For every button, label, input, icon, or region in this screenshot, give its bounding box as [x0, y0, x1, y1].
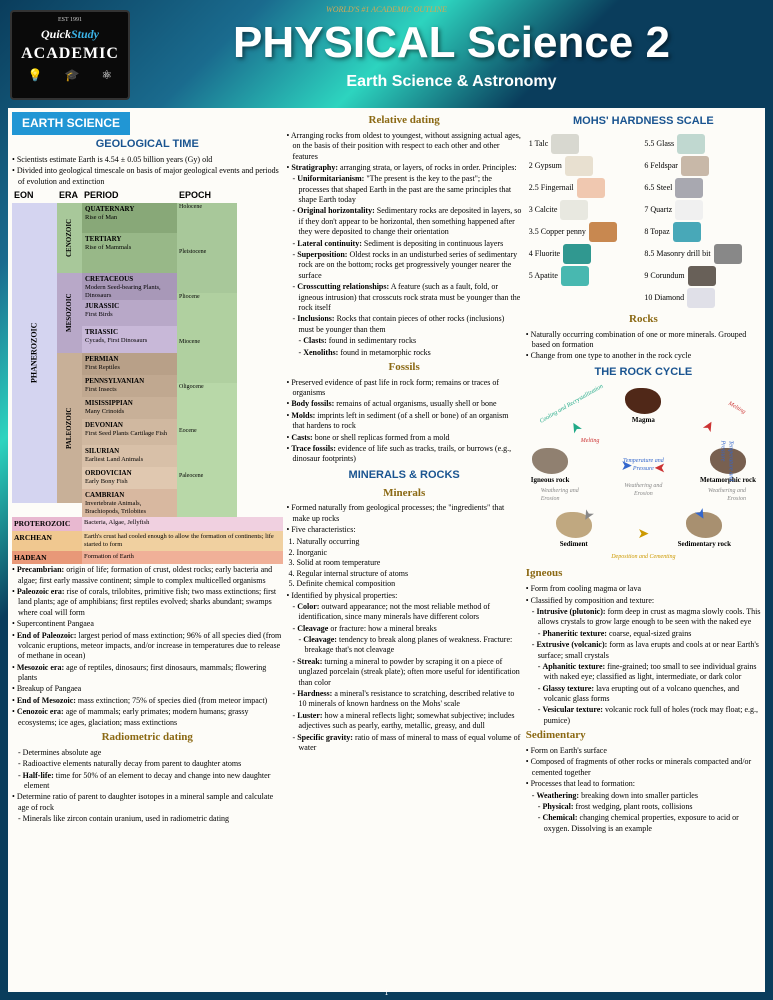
main-title: PHYSICAL Science 2: [150, 15, 753, 70]
header: WORLD'S #1 ACADEMIC OUTLINE EST 1991 Qui…: [0, 0, 773, 108]
relative-dating-text: Arranging rocks from oldest to youngest,…: [287, 130, 522, 359]
rock-cycle-diagram: Magma Igneous rock Metamorphic rock Sedi…: [526, 383, 761, 563]
epoch-cell: Pleistocene: [177, 248, 237, 293]
heading-mohs: MOHS' HARDNESS SCALE: [526, 115, 761, 129]
mohs-item: 10 Diamond: [644, 288, 758, 308]
lower-eon-row: PROTEROZOICBacteria, Algae, Jellyfish: [12, 517, 283, 530]
geo-bullets: Precambrian: origin of life; formation o…: [12, 564, 283, 729]
period-cell: PERMIANFirst Reptiles: [82, 353, 177, 375]
radiometric-text: Determines absolute age Radioactive elem…: [12, 747, 283, 826]
epoch-stack: HolocenePleistocenePlioceneMioceneOligoc…: [177, 203, 237, 517]
mohs-item: 4 Fluorite: [529, 244, 643, 264]
mohs-item: 2.5 Fingernail: [529, 178, 643, 198]
section-tab-earth: EARTH SCIENCE: [12, 112, 130, 135]
period-cell: CRETACEOUSModern Seed-bearing Plants, Di…: [82, 273, 177, 300]
heading-minerals: Minerals: [287, 487, 522, 501]
geo-table-header: EON ERA PERIOD EPOCH: [12, 188, 283, 203]
rocks-text: Naturally occurring combination of one o…: [526, 329, 761, 363]
column-3: MOHS' HARDNESS SCALE 1 Talc5.5 Glass2 Gy…: [526, 112, 761, 988]
heading-fossils: Fossils: [287, 361, 522, 375]
mohs-item: 8 Topaz: [644, 222, 758, 242]
eon-phanerozoic: PHANEROZOIC: [12, 203, 57, 503]
minerals-id: Identified by physical properties: Color…: [287, 590, 522, 755]
rc-magma: Magma: [625, 388, 661, 425]
rc-igneous: Igneous rock: [531, 448, 570, 485]
heading-rocks: Rocks: [526, 313, 761, 327]
minerals-text: Formed naturally from geological process…: [287, 502, 522, 536]
arrow-icon: ➤: [621, 458, 633, 476]
column-2: Relative dating Arranging rocks from old…: [287, 112, 522, 988]
arrow-icon: ➤: [638, 526, 650, 544]
heading-radiometric: Radiometric dating: [12, 731, 283, 745]
epoch-cell: Pliocene: [177, 293, 237, 338]
period-cell: ORDOVICIANEarly Bony Fish: [82, 467, 177, 489]
badge-icons: 💡 🎓 ⚛: [17, 68, 123, 83]
title-block: PHYSICAL Science 2 Earth Science & Astro…: [150, 15, 753, 92]
mohs-item: 7 Quartz: [644, 200, 758, 220]
subtitle: Earth Science & Astronomy: [150, 72, 753, 92]
era-stack: CENOZOIC MESOZOIC PALEOZOIC: [57, 203, 82, 517]
five-characteristics: Naturally occurringInorganicSolid at roo…: [287, 537, 522, 590]
badge-brand: QuickStudy: [17, 27, 123, 42]
period-cell: DEVONIANFirst Seed Plants Cartilage Fish: [82, 419, 177, 445]
period-cell: MISISSIPPIANMany Crinoids: [82, 397, 177, 419]
lower-eons: PROTEROZOICBacteria, Algae, JellyfishARC…: [12, 517, 283, 564]
page-number: 1: [385, 988, 389, 998]
period-cell: TRIASSICCycads, First Dinosaurs: [82, 326, 177, 353]
geo-table-body: PHANEROZOIC CENOZOIC MESOZOIC PALEOZOIC …: [12, 203, 283, 517]
epoch-cell: Holocene: [177, 203, 237, 248]
period-cell: QUATERNARYRise of Man: [82, 203, 177, 233]
mohs-item: 3 Calcite: [529, 200, 643, 220]
arrow-icon: ➤: [654, 458, 666, 476]
heading-minerals-rocks: MINERALS & ROCKS: [287, 469, 522, 483]
badge-est: EST 1991: [17, 17, 123, 25]
content: EARTH SCIENCE GEOLOGICAL TIME Scientists…: [8, 108, 765, 992]
period-cell: PENNSYLVANIANFirst Insects: [82, 375, 177, 397]
lower-eon-row: ARCHEANEarth's crust had cooled enough t…: [12, 531, 283, 551]
period-cell: JURASSICFirst Birds: [82, 300, 177, 326]
badge-main: ACADEMIC: [17, 44, 123, 64]
lightbulb-icon: 💡: [28, 68, 43, 83]
mohs-item: 9 Corundum: [644, 266, 758, 286]
heading-geological-time: GEOLOGICAL TIME: [12, 138, 283, 152]
period-cell: SILURIANEarliest Land Animals: [82, 445, 177, 467]
mohs-item: 6.5 Steel: [644, 178, 758, 198]
arrow-icon: ➤: [700, 418, 721, 437]
heading-rock-cycle: THE ROCK CYCLE: [526, 366, 761, 380]
heading-sedimentary: Sedimentary: [526, 729, 761, 743]
epoch-cell: Miocene: [177, 338, 237, 383]
mohs-item: 1 Talc: [529, 134, 643, 154]
lower-eon-row: HADEANFormation of Earth: [12, 551, 283, 564]
column-1: EARTH SCIENCE GEOLOGICAL TIME Scientists…: [12, 112, 283, 988]
arrow-icon: ➤: [566, 418, 587, 437]
mohs-item: 3.5 Copper penny: [529, 222, 643, 242]
mohs-item: 5 Apatite: [529, 266, 643, 286]
fossils-text: Preserved evidence of past life in rock …: [287, 377, 522, 466]
mohs-item: 8.5 Masonry drill bit: [644, 244, 758, 264]
atom-icon: ⚛: [101, 68, 112, 83]
epoch-cell: Eocene: [177, 427, 237, 472]
mohs-item: 5.5 Glass: [644, 134, 758, 154]
period-cell: TERTIARYRise of Mammals: [82, 233, 177, 273]
sedimentary-text: Form on Earth's surface Composed of frag…: [526, 745, 761, 835]
geo-table: EON ERA PERIOD EPOCH PHANEROZOIC CENOZOI…: [12, 188, 283, 564]
igneous-text: Form from cooling magma or lava Classifi…: [526, 583, 761, 727]
academic-badge: EST 1991 QuickStudy ACADEMIC 💡 🎓 ⚛: [10, 10, 130, 100]
graduation-icon: 🎓: [65, 68, 80, 83]
mohs-grid: 1 Talc5.5 Glass2 Gypsum6 Feldspar2.5 Fin…: [526, 131, 761, 311]
period-cell: CAMBRIANInvertebrate Animals, Brachiopod…: [82, 489, 177, 517]
epoch-cell: Paleocene: [177, 472, 237, 517]
mohs-item: 6 Feldspar: [644, 156, 758, 176]
heading-relative-dating: Relative dating: [287, 114, 522, 128]
mohs-item: 2 Gypsum: [529, 156, 643, 176]
epoch-cell: Oligocene: [177, 383, 237, 428]
mohs-item: [529, 288, 643, 308]
period-stack: QUATERNARYRise of ManTERTIARYRise of Mam…: [82, 203, 177, 517]
heading-igneous: Igneous: [526, 567, 761, 581]
geo-intro: Scientists estimate Earth is 4.54 ± 0.05…: [12, 154, 283, 188]
